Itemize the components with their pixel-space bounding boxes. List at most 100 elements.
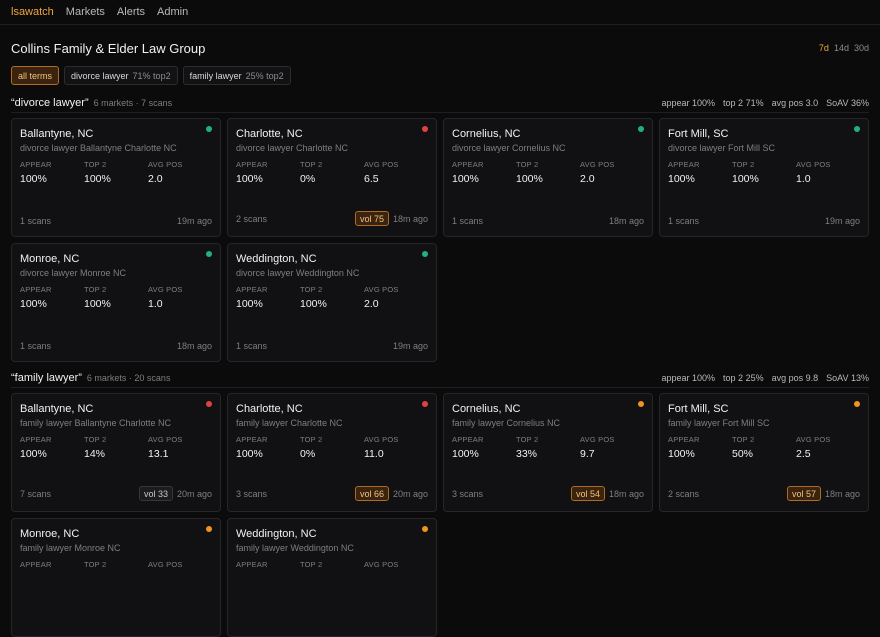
metric-value: 0% (300, 448, 316, 460)
section-stats: appear 100% top 2 71% avg pos 3.0 SoAV 3… (662, 98, 870, 108)
range-7d[interactable]: 7d (818, 43, 829, 53)
market-query: divorce lawyer Ballantyne Charlotte NC (20, 143, 177, 153)
metric-value: 100% (732, 173, 759, 185)
card-footer: 1 scans 19m ago (668, 216, 860, 226)
market-card[interactable]: Monroe, NC divorce lawyer Monroe NC APPE… (11, 243, 221, 362)
market-card[interactable]: Weddington, NC divorce lawyer Weddington… (227, 243, 437, 362)
stat-appear: appear 100% (661, 373, 716, 383)
filter-divorce-lawyer[interactable]: divorce lawyer 71% top2 (64, 66, 178, 85)
status-dot (422, 401, 428, 407)
status-dot (638, 401, 644, 407)
metric-label: APPEAR (236, 435, 268, 444)
status-dot (206, 526, 212, 532)
market-card[interactable]: Charlotte, NC family lawyer Charlotte NC… (227, 393, 437, 512)
metric-label: AVG POS (796, 160, 831, 169)
metric-value: 100% (236, 173, 263, 185)
stat-soav: SoAV 13% (826, 373, 869, 383)
metric-avg-pos: AVG POS 2.0 (364, 285, 428, 310)
market-card[interactable]: Weddington, NC family lawyer Weddington … (227, 518, 437, 637)
metric-label: TOP 2 (300, 285, 323, 294)
metric-avg-pos: AVG POS 13.1 (148, 435, 212, 460)
metric-label: TOP 2 (516, 435, 539, 444)
metric-value: 0% (300, 173, 316, 185)
metric-top2: TOP 2 (84, 560, 148, 573)
market-card[interactable]: Fort Mill, SC family lawyer Fort Mill SC… (659, 393, 869, 512)
nav-link-markets[interactable]: Markets (65, 6, 105, 18)
metric-avg-pos: AVG POS 11.0 (364, 435, 428, 460)
nav-link-alerts[interactable]: Alerts (116, 6, 146, 18)
metric-value: 33% (516, 448, 538, 460)
range-30d[interactable]: 30d (853, 43, 869, 53)
metric-top2: TOP 2 14% (84, 435, 148, 460)
scan-count: 2 scans (236, 213, 268, 224)
market-query: family lawyer Charlotte NC (236, 418, 343, 428)
metric-label: APPEAR (452, 435, 484, 444)
market-card[interactable]: Ballantyne, NC divorce lawyer Ballantyne… (11, 118, 221, 237)
metric-avg-pos: AVG POS (364, 560, 428, 573)
market-metrics: APPEAR 100% TOP 2 100% AVG POS 2.0 (236, 285, 428, 310)
brand-link[interactable]: lsawatch (11, 6, 54, 18)
market-query: divorce lawyer Charlotte NC (236, 143, 349, 153)
volume-badge: vol 75 (354, 211, 389, 226)
stat-top2: top 2 71% (723, 98, 764, 108)
stat-soav: SoAV 36% (826, 98, 869, 108)
filter-all-terms[interactable]: all terms (11, 66, 60, 85)
metric-label: AVG POS (580, 435, 615, 444)
metric-value: 1.0 (796, 173, 811, 185)
market-grid-family-lawyer: Ballantyne, NC family lawyer Ballantyne … (11, 393, 869, 637)
metric-label: TOP 2 (300, 435, 323, 444)
metric-avg-pos: AVG POS 6.5 (364, 160, 428, 185)
metric-top2: TOP 2 100% (732, 160, 796, 185)
metric-value: 100% (300, 298, 327, 310)
market-query: divorce lawyer Fort Mill SC (668, 143, 776, 153)
market-query: family lawyer Fort Mill SC (668, 418, 770, 428)
market-card[interactable]: Cornelius, NC divorce lawyer Cornelius N… (443, 118, 653, 237)
metric-label: TOP 2 (84, 560, 107, 569)
last-scan-age: 18m ago (608, 488, 644, 499)
range-14d[interactable]: 14d (833, 43, 849, 53)
metric-avg-pos: AVG POS 1.0 (148, 285, 212, 310)
metric-value: 100% (236, 298, 263, 310)
filter-label: divorce lawyer (71, 70, 129, 81)
market-metrics: APPEAR 100% TOP 2 50% AVG POS 2.5 (668, 435, 860, 460)
scan-count: 1 scans (20, 216, 52, 226)
metric-value: 100% (84, 173, 111, 185)
market-card[interactable]: Fort Mill, SC divorce lawyer Fort Mill S… (659, 118, 869, 237)
metric-avg-pos: AVG POS 2.0 (580, 160, 644, 185)
metric-label: TOP 2 (516, 160, 539, 169)
market-card[interactable]: Monroe, NC family lawyer Monroe NC APPEA… (11, 518, 221, 637)
metric-value: 100% (236, 448, 263, 460)
scan-count: 3 scans (452, 488, 484, 499)
metric-label: AVG POS (364, 160, 399, 169)
top-nav: lsawatch Markets Alerts Admin (0, 0, 880, 25)
metric-value: 100% (452, 448, 479, 460)
volume-badge: vol 33 (138, 486, 173, 501)
term-filters: all terms divorce lawyer 71% top2 family… (11, 66, 291, 85)
card-footer: 1 scans 18m ago (20, 341, 212, 351)
metric-value: 100% (668, 448, 695, 460)
card-footer: 1 scans 18m ago (452, 216, 644, 226)
market-card[interactable]: Cornelius, NC family lawyer Cornelius NC… (443, 393, 653, 512)
metric-label: TOP 2 (300, 560, 323, 569)
metric-value: 2.0 (580, 173, 595, 185)
metric-appear: APPEAR 100% (452, 160, 516, 185)
market-metrics: APPEAR 100% TOP 2 100% AVG POS 1.0 (668, 160, 860, 185)
market-metrics: APPEAR 100% TOP 2 0% AVG POS 11.0 (236, 435, 428, 460)
metric-label: AVG POS (796, 435, 831, 444)
market-metrics: APPEAR 100% TOP 2 100% AVG POS 2.0 (452, 160, 644, 185)
market-metrics: APPEAR 100% TOP 2 14% AVG POS 13.1 (20, 435, 212, 460)
market-grid-divorce-lawyer: Ballantyne, NC divorce lawyer Ballantyne… (11, 118, 869, 362)
card-footer: 2 scans vol 57 18m ago (668, 486, 860, 501)
metric-label: APPEAR (236, 160, 268, 169)
filter-label: family lawyer (189, 70, 242, 81)
status-dot (638, 126, 644, 132)
market-card[interactable]: Charlotte, NC divorce lawyer Charlotte N… (227, 118, 437, 237)
volume-badge: vol 57 (786, 486, 821, 501)
section-meta: 6 markets · 20 scans (86, 373, 171, 383)
metric-value: 14% (84, 448, 106, 460)
filter-family-lawyer[interactable]: family lawyer 25% top2 (182, 66, 291, 85)
nav-link-admin[interactable]: Admin (157, 6, 189, 18)
metric-top2: TOP 2 0% (300, 160, 364, 185)
market-card[interactable]: Ballantyne, NC family lawyer Ballantyne … (11, 393, 221, 512)
metric-label: APPEAR (20, 560, 52, 569)
